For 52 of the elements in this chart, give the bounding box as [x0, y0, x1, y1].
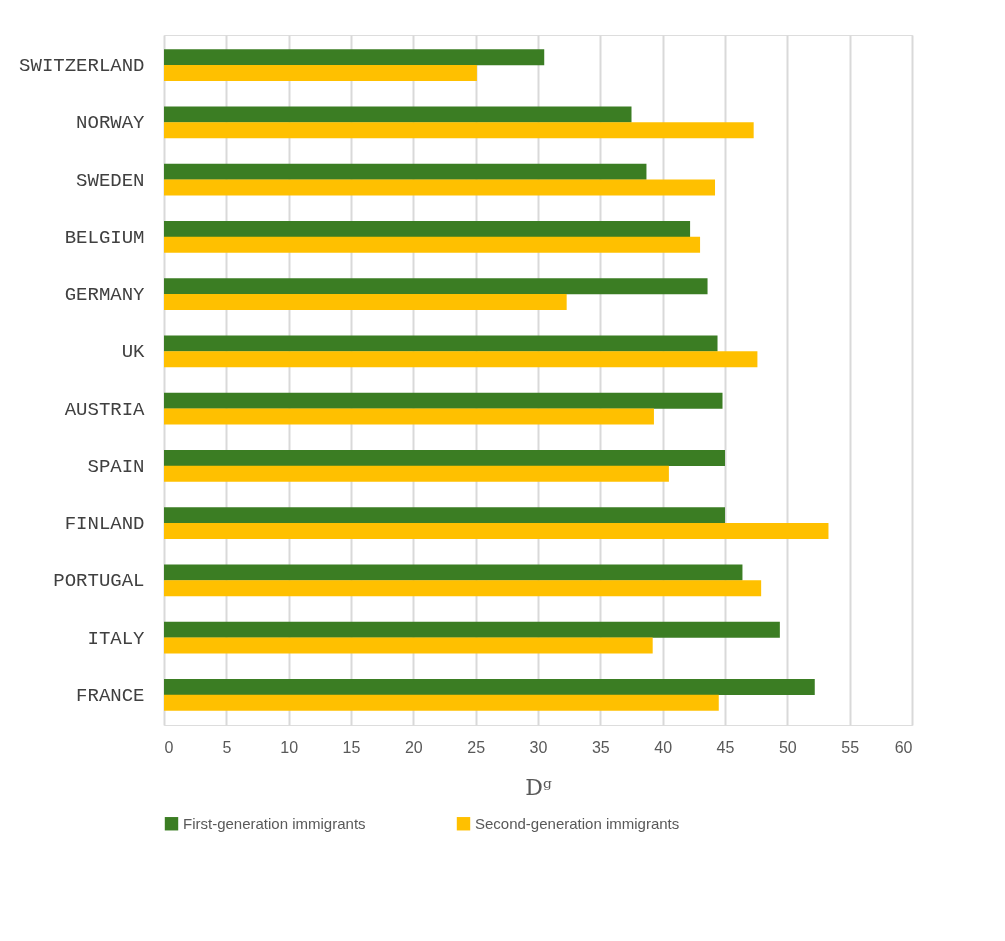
y-tick-label: NORWAY: [76, 112, 146, 135]
legend-label: First-generation immigrants: [183, 814, 366, 832]
bar: [164, 236, 701, 253]
y-tick-label: GERMANY: [64, 284, 146, 307]
y-tick-label: UK: [121, 341, 146, 364]
bar: [164, 220, 691, 237]
bar: [164, 679, 815, 696]
x-tick-label: 20: [404, 738, 423, 756]
x-tick-label: 25: [467, 738, 486, 756]
y-tick-label: ITALY: [87, 627, 146, 650]
bar: [164, 106, 632, 123]
x-tick-label: 55: [841, 738, 860, 756]
x-tick-label: 35: [591, 738, 610, 756]
bar: [164, 49, 545, 66]
x-axis-title: Dᵍ: [525, 774, 552, 800]
bar: [164, 64, 477, 81]
bar: [164, 694, 719, 711]
y-tick-label: SWITZERLAND: [19, 55, 145, 78]
bar: [164, 278, 708, 295]
x-tick-label: 10: [280, 738, 299, 756]
y-tick-label: FINLAND: [64, 513, 145, 536]
bar: [164, 507, 725, 524]
bar: [164, 179, 716, 196]
y-tick-label: PORTUGAL: [53, 570, 145, 593]
x-tick-label: 15: [342, 738, 361, 756]
y-tick-label: BELGIUM: [64, 226, 145, 249]
y-tick-label: SPAIN: [87, 455, 145, 478]
bar: [164, 335, 718, 352]
y-tick-label: AUSTRIA: [64, 398, 146, 421]
bar: [164, 293, 567, 310]
x-tick-label: 50: [778, 738, 797, 756]
legend-label: Second-generation immigrants: [475, 814, 680, 832]
bar: [164, 163, 647, 180]
bar: [164, 450, 725, 467]
x-tick-label: 30: [529, 738, 548, 756]
y-tick-label: SWEDEN: [76, 169, 145, 192]
bar: [164, 392, 723, 409]
x-tick-label: 0: [164, 738, 174, 756]
bar: [164, 580, 762, 597]
bar: [164, 122, 754, 139]
bar: [164, 523, 829, 540]
x-tick-label: 40: [654, 738, 673, 756]
x-tick-label: 60: [894, 738, 913, 756]
bar: [164, 465, 669, 482]
x-tick-label: 45: [716, 738, 735, 756]
bar: [164, 621, 780, 638]
bar: [164, 564, 743, 581]
x-tick-label: 5: [222, 738, 232, 756]
y-tick-label: FRANCE: [76, 684, 145, 707]
bar: [164, 637, 653, 654]
bar: [164, 408, 654, 425]
bar: [164, 351, 758, 368]
